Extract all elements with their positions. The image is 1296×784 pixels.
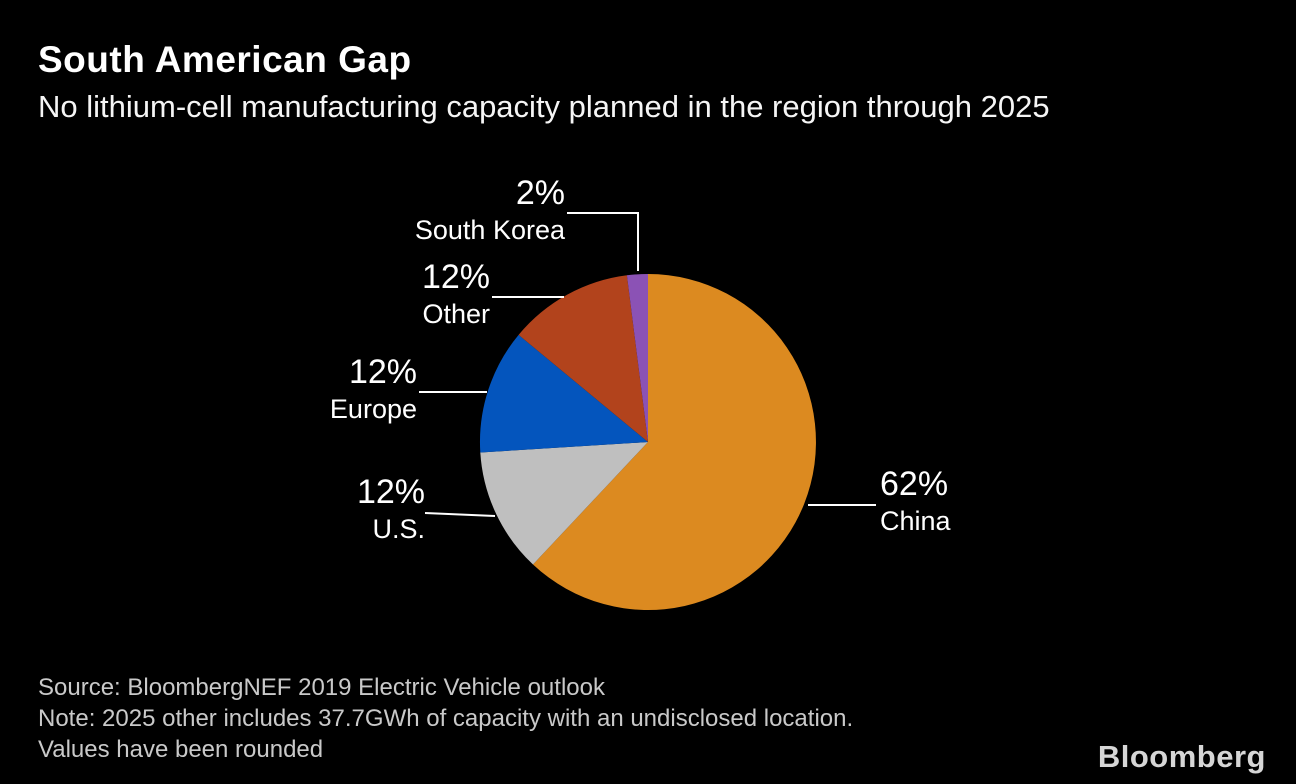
chart-header: South American Gap No lithium-cell manuf… [38,39,1050,124]
label-other-name: Other [422,299,490,329]
pie-slice-south-korea [626,273,648,442]
label-us-name: U.S. [372,514,425,544]
label-south-korea-name: South Korea [414,215,565,245]
label-china-value: 62% [880,465,949,503]
pie-slice-u-s [480,442,648,565]
label-other: 12% Other [422,260,490,328]
label-europe-value: 12% [348,353,417,391]
label-europe: 12% Europe [330,355,417,423]
note-line-2: Values have been rounded [38,736,324,763]
pie-slices [479,273,816,611]
label-us: 12% U.S. [357,475,425,543]
pie-slice-china [533,274,816,611]
pie-slice-europe [479,334,648,453]
bloomberg-logo: Bloomberg [1097,739,1266,774]
label-europe-name: Europe [329,394,417,424]
chart-footer: Source: BloombergNEF 2019 Electric Vehic… [38,672,853,765]
leader-line-us [424,512,496,517]
leader-line-south-korea [567,212,639,271]
label-china-name: China [880,506,951,536]
label-other-value: 12% [421,258,490,296]
chart-subtitle: No lithium-cell manufacturing capacity p… [38,88,1050,124]
label-south-korea-value: 2% [515,174,565,212]
leader-lines [419,212,876,517]
label-south-korea: 2% South Korea [415,176,565,244]
label-china: 62% China [880,467,951,535]
source-line: Source: BloombergNEF 2019 Electric Vehic… [38,674,605,701]
label-us-value: 12% [356,473,425,511]
note-line: Note: 2025 other includes 37.7GWh of cap… [38,705,854,732]
chart-title: South American Gap [38,39,412,80]
pie-slice-other [518,275,648,442]
